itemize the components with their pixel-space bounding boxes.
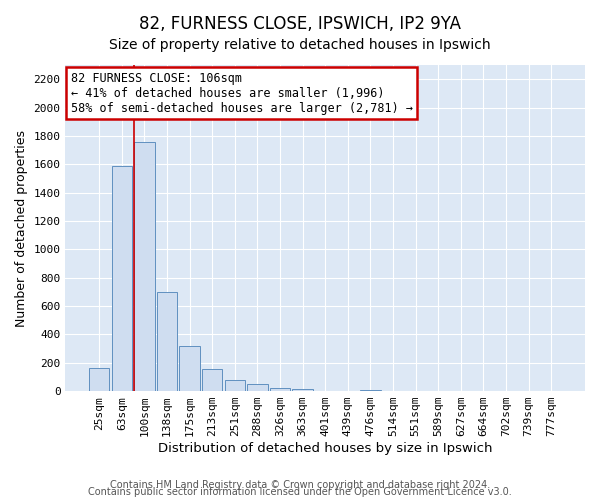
Bar [89,368,109,391]
Bar [134,142,155,391]
Text: Contains public sector information licensed under the Open Government Licence v3: Contains public sector information licen… [88,487,512,497]
Y-axis label: Number of detached properties: Number of detached properties [15,130,28,326]
Bar [179,346,200,391]
Bar [112,166,132,391]
Bar [202,369,223,391]
Bar [360,390,380,391]
X-axis label: Distribution of detached houses by size in Ipswich: Distribution of detached houses by size … [158,442,493,455]
Text: Size of property relative to detached houses in Ipswich: Size of property relative to detached ho… [109,38,491,52]
Text: 82, FURNESS CLOSE, IPSWICH, IP2 9YA: 82, FURNESS CLOSE, IPSWICH, IP2 9YA [139,15,461,33]
Bar [224,380,245,391]
Text: 82 FURNESS CLOSE: 106sqm
← 41% of detached houses are smaller (1,996)
58% of sem: 82 FURNESS CLOSE: 106sqm ← 41% of detach… [71,72,413,114]
Bar [270,388,290,391]
Bar [157,292,177,391]
Bar [247,384,268,391]
Text: Contains HM Land Registry data © Crown copyright and database right 2024.: Contains HM Land Registry data © Crown c… [110,480,490,490]
Bar [292,389,313,391]
